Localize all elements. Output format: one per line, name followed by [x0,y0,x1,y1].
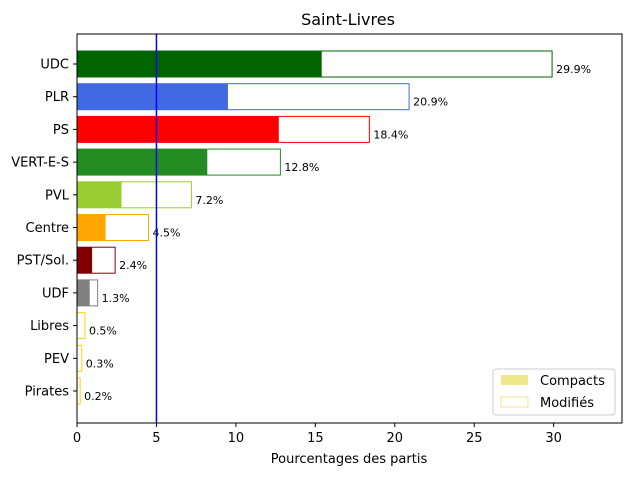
bar-compacts-vert-e-s [77,149,208,176]
plot-area: 29.9% UDC 20.9% PLR 18.4% PS 12.8% VERT-E-S 7.2%… [11,34,591,446]
value-label-ps: 18.4% [373,128,408,141]
legend-swatch-modifies [500,396,529,408]
x-tick-label-30: 30 [545,431,562,446]
value-label-udc: 29.9% [556,63,591,76]
value-label-pirates: 0.2% [84,390,112,403]
plot-frame [76,33,623,424]
value-label-pst-sol: 2.4% [119,259,147,272]
bar-compacts-centre [77,214,106,241]
category-label-ps: PS [53,123,69,138]
category-label-udc: UDC [40,58,69,73]
x-tick-label-5: 5 [152,431,160,446]
bar-modifies-libres [76,312,86,340]
bar-compacts-pst-sol [77,247,93,274]
bar-compacts-ps [77,116,279,143]
value-label-vert-e-s: 12.8% [284,161,319,174]
value-label-centre: 4.5% [153,227,181,240]
legend-swatch-compacts [501,375,528,385]
x-tick-label-25: 25 [466,431,483,446]
bar-modifies-pev [76,344,83,372]
bar-compacts-plr [77,83,228,110]
category-label-libres: Libres [30,319,69,334]
category-label-pvl: PVL [45,188,70,203]
x-axis-label: Pourcentages des partis [271,452,428,467]
bar-compacts-udc [77,51,322,77]
bar-compacts-udf [77,279,90,306]
bar-compacts-pvl [77,181,122,208]
category-label-pst-sol: PST/Sol. [17,254,69,269]
category-label-pirates: Pirates [25,385,70,400]
category-label-plr: PLR [45,90,69,105]
x-tick-label-10: 10 [228,431,245,446]
category-label-udf: UDF [42,286,69,301]
category-label-centre: Centre [26,221,69,236]
x-tick-label-20: 20 [387,431,404,446]
value-label-plr: 20.9% [413,96,448,109]
legend-label-compacts: Compacts [540,374,605,389]
x-tick-label-0: 0 [73,431,81,446]
value-label-udf: 1.3% [102,292,130,305]
x-tick-label-15: 15 [307,431,324,446]
value-label-pvl: 7.2% [195,194,223,207]
legend-label-modifies: Modifiés [540,396,594,411]
value-label-libres: 0.5% [89,325,117,338]
value-label-pev: 0.3% [86,357,114,370]
category-label-vert-e-s: VERT-E-S [11,156,69,171]
legend: Compacts Modifiés [492,368,616,416]
category-label-pev: PEV [44,352,69,367]
chart-title: Saint-Livres [301,10,395,29]
